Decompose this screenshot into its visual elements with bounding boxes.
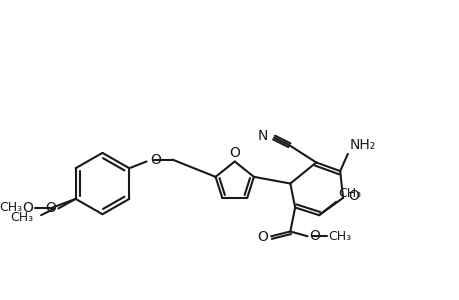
Text: CH₃: CH₃ [337, 187, 361, 200]
Text: O: O [150, 153, 161, 166]
Text: CH₃: CH₃ [328, 230, 351, 243]
Text: O: O [229, 146, 240, 160]
Text: O: O [45, 202, 56, 215]
Text: O: O [309, 229, 319, 243]
Text: N: N [257, 129, 268, 142]
Text: O: O [22, 200, 34, 214]
Text: CH₃: CH₃ [0, 201, 22, 214]
Text: O: O [347, 189, 358, 203]
Text: O: O [257, 230, 268, 244]
Text: CH₃: CH₃ [10, 211, 34, 224]
Text: NH₂: NH₂ [349, 138, 375, 152]
